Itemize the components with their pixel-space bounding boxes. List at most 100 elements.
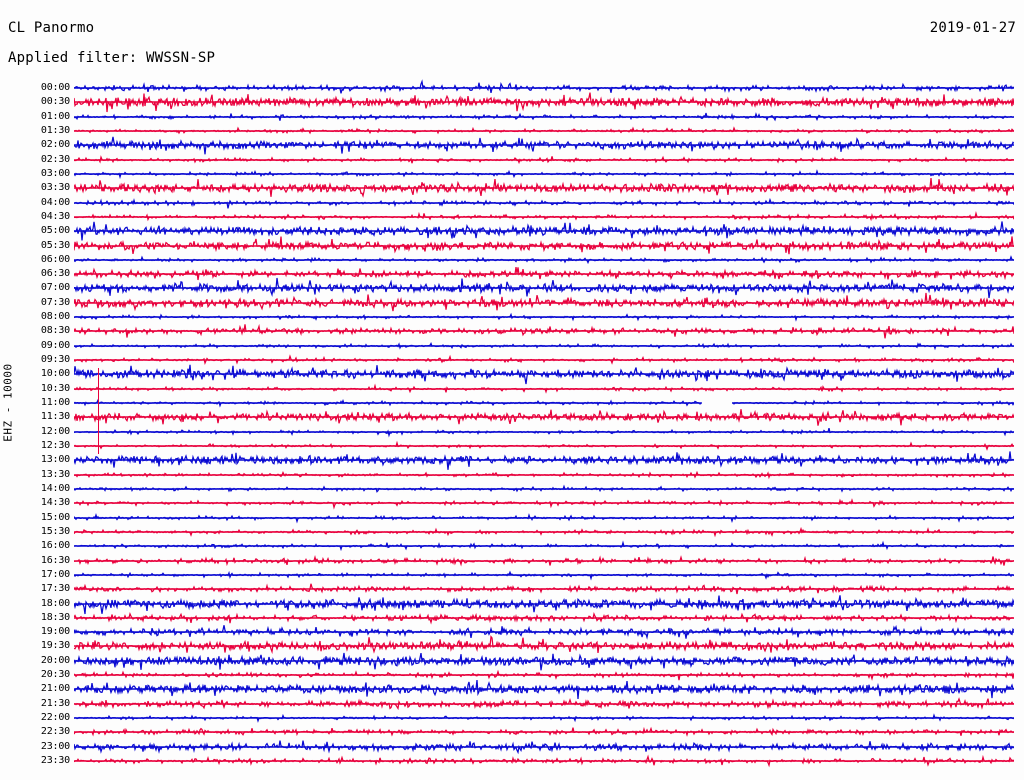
trace-row: 21:30	[0, 699, 1024, 713]
seismic-trace	[74, 263, 1014, 285]
trace-time-label: 19:00	[40, 626, 70, 638]
trace-row: 08:00	[0, 312, 1024, 326]
seismic-trace	[74, 120, 1014, 142]
seismic-trace	[74, 335, 1014, 357]
seismic-trace	[74, 664, 1014, 686]
trace-time-label: 07:30	[40, 296, 70, 308]
trace-time-label: 11:00	[40, 397, 70, 409]
trace-time-label: 09:30	[40, 354, 70, 366]
trace-row: 20:30	[0, 670, 1024, 684]
event-time-marker	[98, 368, 99, 454]
trace-row: 07:30	[0, 298, 1024, 312]
trace-row: 22:00	[0, 713, 1024, 727]
seismic-trace	[74, 363, 1014, 385]
trace-row: 12:30	[0, 441, 1024, 455]
trace-row: 23:30	[0, 756, 1024, 770]
trace-row: 14:00	[0, 482, 1024, 498]
trace-row: 18:00	[0, 599, 1024, 613]
seismic-trace	[74, 134, 1014, 156]
trace-time-label: 14:00	[40, 482, 70, 494]
seismic-trace	[74, 464, 1014, 486]
trace-row: 02:30	[0, 153, 1024, 169]
seismic-trace	[74, 478, 1014, 500]
trace-row: 17:00	[0, 568, 1024, 584]
trace-row: 20:00	[0, 656, 1024, 670]
seismic-trace	[74, 206, 1014, 228]
seismic-trace	[74, 550, 1014, 572]
seismic-trace	[74, 750, 1014, 772]
seismic-trace	[74, 449, 1014, 471]
trace-row: 08:30	[0, 326, 1024, 340]
seismic-trace	[74, 77, 1014, 99]
seismic-trace	[74, 349, 1014, 371]
seismic-trace	[74, 521, 1014, 543]
trace-row: 16:00	[0, 541, 1024, 555]
trace-time-label: 22:00	[40, 712, 70, 724]
trace-row: 18:30	[0, 613, 1024, 627]
trace-time-label: 13:30	[40, 468, 70, 480]
seismic-trace	[74, 507, 1014, 529]
trace-time-label: 17:00	[40, 568, 70, 580]
seismic-trace	[74, 220, 1014, 242]
trace-row: 05:30	[0, 241, 1024, 255]
trace-time-label: 18:00	[40, 597, 70, 609]
seismic-trace	[74, 378, 1014, 400]
trace-time-label: 06:00	[40, 253, 70, 265]
trace-time-label: 14:30	[40, 497, 70, 509]
trace-time-label: 07:00	[40, 282, 70, 294]
seismic-trace	[74, 235, 1014, 257]
plot-date: 2019-01-27	[929, 20, 1016, 36]
trace-row: 11:00	[0, 398, 1024, 412]
seismic-trace	[74, 421, 1014, 443]
trace-time-label: 20:00	[40, 654, 70, 666]
seismic-trace	[74, 392, 1014, 414]
trace-time-label: 17:30	[40, 583, 70, 595]
trace-time-label: 08:00	[40, 311, 70, 323]
trace-row: 12:00	[0, 425, 1024, 441]
trace-row: 10:00	[0, 369, 1024, 383]
trace-row: 00:00	[0, 83, 1024, 97]
trace-row: 09:30	[0, 355, 1024, 369]
trace-row: 13:30	[0, 468, 1024, 484]
seismic-trace	[74, 678, 1014, 700]
trace-time-label: 19:30	[40, 640, 70, 652]
trace-time-label: 10:30	[40, 382, 70, 394]
seismic-trace	[74, 91, 1014, 113]
trace-row: 06:30	[0, 269, 1024, 283]
trace-time-label: 12:00	[40, 425, 70, 437]
trace-row: 09:00	[0, 340, 1024, 355]
trace-time-label: 11:30	[40, 411, 70, 423]
trace-row: 05:00	[0, 226, 1024, 240]
trace-row: 07:00	[0, 283, 1024, 297]
seismic-trace	[74, 149, 1014, 171]
trace-time-label: 16:00	[40, 540, 70, 552]
trace-time-label: 15:00	[40, 511, 70, 523]
trace-time-label: 10:00	[40, 368, 70, 380]
trace-row: 03:00	[0, 168, 1024, 183]
trace-time-label: 06:30	[40, 268, 70, 280]
trace-time-label: 05:00	[40, 225, 70, 237]
seismic-trace	[74, 707, 1014, 729]
seismic-trace	[74, 535, 1014, 557]
seismic-trace	[74, 106, 1014, 128]
seismic-trace	[74, 693, 1014, 715]
trace-row: 00:30	[0, 97, 1024, 111]
trace-time-label: 13:00	[40, 454, 70, 466]
seismic-trace	[74, 163, 1014, 185]
trace-row: 02:00	[0, 140, 1024, 154]
page-title: CL Panormo	[8, 20, 95, 36]
seismic-trace	[74, 635, 1014, 657]
trace-time-label: 02:30	[40, 153, 70, 165]
trace-row: 01:00	[0, 111, 1024, 126]
seismic-trace	[74, 277, 1014, 299]
seismic-trace	[74, 650, 1014, 672]
trace-time-label: 12:30	[40, 440, 70, 451]
seismic-trace	[74, 607, 1014, 629]
trace-row: 04:30	[0, 212, 1024, 226]
seismic-trace	[74, 435, 1014, 457]
trace-row: 17:30	[0, 584, 1024, 598]
seismic-trace	[74, 306, 1014, 328]
trace-time-label: 15:30	[40, 525, 70, 537]
trace-row: 11:30	[0, 412, 1024, 426]
